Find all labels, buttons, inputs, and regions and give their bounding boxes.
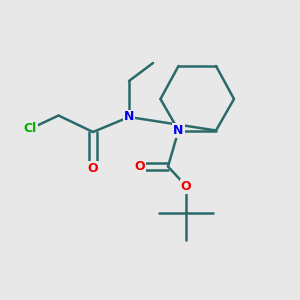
Text: N: N <box>124 110 134 124</box>
Text: O: O <box>134 160 145 173</box>
Text: N: N <box>173 124 184 137</box>
Text: Cl: Cl <box>23 122 37 136</box>
Text: O: O <box>88 161 98 175</box>
Text: O: O <box>181 179 191 193</box>
